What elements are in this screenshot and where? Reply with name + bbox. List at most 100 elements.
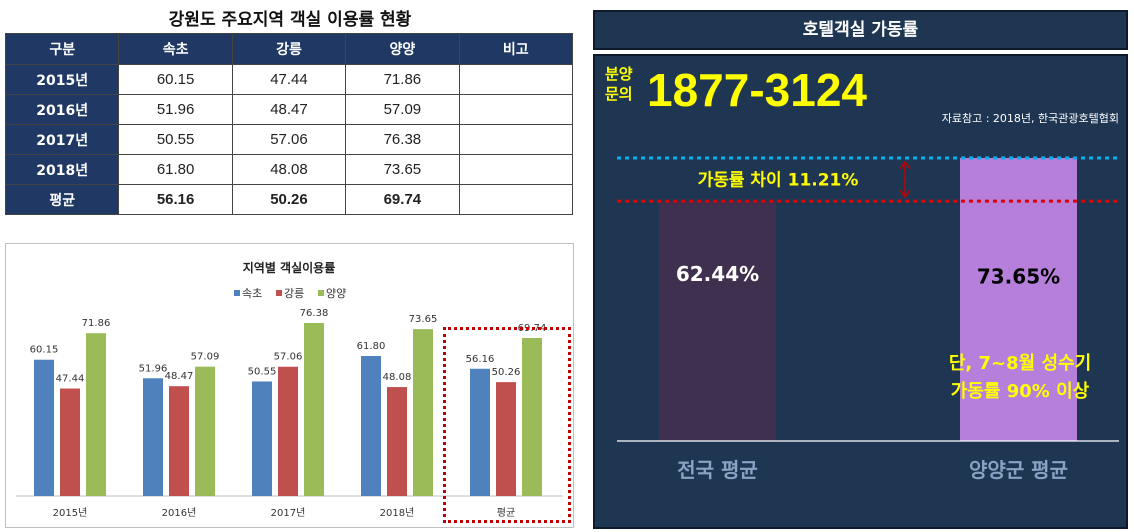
table-cell: 69.74 — [345, 184, 460, 215]
table-cell: 47.44 — [231, 64, 347, 95]
bar-value-label: 47.44 — [56, 374, 85, 385]
bar-value-label: 57.06 — [274, 352, 303, 363]
table-cell: 56.16 — [118, 184, 233, 215]
chart-bar — [470, 368, 490, 496]
chart-bar — [413, 329, 433, 496]
hotel-occupancy-title: 호텔객실 가동률 — [593, 10, 1128, 50]
x-tick-label: 2018년 — [380, 507, 415, 519]
chart-title: 지역별 객실이용률 — [243, 260, 336, 275]
promo-label: 분양 — [605, 65, 633, 83]
table-cell — [458, 154, 574, 185]
table-cell: 61.80 — [118, 154, 233, 185]
difference-label: 가동률 차이 11.21% — [698, 171, 859, 191]
chart-bar — [169, 386, 189, 496]
bar-value-label: 57.09 — [191, 352, 220, 363]
row-label: 2018년 — [4, 154, 120, 185]
promo-phone: 1877-3124 — [647, 64, 867, 116]
x-tick-label: 2016년 — [162, 507, 197, 519]
table-cell: 50.26 — [231, 184, 347, 215]
source-note: 자료참고 : 2018년, 한국관광호텔협회 — [942, 112, 1119, 125]
bar-value-label: 60.15 — [30, 345, 59, 356]
table-header-row: 구분 속초 강릉 양양 비고 — [4, 33, 574, 65]
chart-bar — [143, 378, 163, 496]
header-cell: 강릉 — [231, 33, 347, 65]
row-label: 2016년 — [4, 94, 120, 125]
bar-value-label: 76.38 — [300, 308, 329, 319]
chart-bar — [361, 355, 381, 496]
chart-bar — [522, 337, 542, 496]
table-cell: 57.06 — [231, 124, 347, 155]
arrow-up-icon — [899, 160, 911, 170]
legend-label: 속초 — [242, 287, 262, 300]
table-cell: 60.15 — [118, 64, 233, 95]
row-label: 평균 — [4, 184, 120, 215]
table-row: 2015년 60.15 47.44 71.86 — [4, 64, 574, 95]
x-tick-label: 양양군 평균 — [969, 458, 1068, 482]
bar-national-average — [659, 201, 776, 441]
legend-swatch — [318, 290, 324, 296]
table-cell — [458, 184, 574, 215]
chart-bar — [387, 387, 407, 496]
table-cell — [458, 64, 574, 95]
chart-bar — [252, 381, 272, 496]
table-title: 강원도 주요지역 객실 이용률 현황 — [168, 10, 412, 30]
chart-bar — [86, 333, 106, 496]
row-label: 2015년 — [4, 64, 120, 95]
bar-value-label: 50.55 — [248, 366, 277, 377]
header-cell: 양양 — [345, 33, 460, 65]
bar-value-label: 56.16 — [466, 354, 495, 365]
chart-bar — [304, 322, 324, 496]
legend-label: 강릉 — [284, 287, 304, 300]
table-cell: 73.65 — [345, 154, 460, 185]
table-cell — [458, 124, 574, 155]
table-row: 2017년 50.55 57.06 76.38 — [4, 124, 574, 155]
table-row: 2018년 61.80 48.08 73.65 — [4, 154, 574, 185]
bar-value-label: 51.96 — [139, 363, 168, 374]
bar-value-label: 73.65 — [409, 314, 438, 325]
legend-label: 양양 — [326, 287, 346, 300]
bar-value-label: 73.65% — [977, 265, 1060, 289]
bar-value-label: 61.80 — [357, 341, 386, 352]
table-row-average: 평균 56.16 50.26 69.74 — [4, 184, 574, 215]
header-cell: 구분 — [4, 33, 120, 65]
header-cell: 비고 — [458, 33, 574, 65]
chart-bar — [278, 366, 298, 496]
table-row: 2016년 51.96 48.47 57.09 — [4, 94, 574, 125]
occupancy-table: 구분 속초 강릉 양양 비고 2015년 60.15 47.44 71.86 2… — [4, 33, 574, 215]
table-cell — [458, 94, 574, 125]
x-tick-label: 2017년 — [271, 507, 306, 519]
average-highlight-box — [443, 327, 571, 523]
row-label: 2017년 — [4, 124, 120, 155]
bar-value-label: 50.26 — [492, 367, 521, 378]
table-cell: 48.47 — [231, 94, 347, 125]
chart-bar — [496, 382, 516, 496]
bar-yangyang-average — [960, 158, 1077, 441]
arrow-down-icon — [899, 189, 911, 199]
chart-bar — [195, 366, 215, 496]
x-tick-label: 전국 평균 — [677, 458, 758, 482]
legend-swatch — [234, 290, 240, 296]
bar-value-label: 71.86 — [82, 318, 111, 329]
table-cell: 71.86 — [345, 64, 460, 95]
table-cell: 48.08 — [231, 154, 347, 185]
bar-value-label: 48.08 — [383, 372, 412, 383]
chart-bar — [60, 388, 80, 496]
header-cell: 속초 — [118, 33, 233, 65]
table-cell: 57.09 — [345, 94, 460, 125]
bar-value-label: 62.44% — [676, 262, 759, 286]
table-cell: 50.55 — [118, 124, 233, 155]
peak-season-note: 단, 7~8월 성수기 — [949, 353, 1091, 374]
peak-season-note: 가동률 90% 이상 — [951, 381, 1090, 402]
promo-label: 문의 — [605, 85, 633, 103]
chart-bar — [34, 359, 54, 496]
table-cell: 51.96 — [118, 94, 233, 125]
legend-swatch — [276, 290, 282, 296]
table-cell: 76.38 — [345, 124, 460, 155]
x-tick-label: 평균 — [497, 507, 515, 519]
bar-value-label: 48.47 — [165, 371, 194, 382]
x-tick-label: 2015년 — [53, 507, 88, 519]
